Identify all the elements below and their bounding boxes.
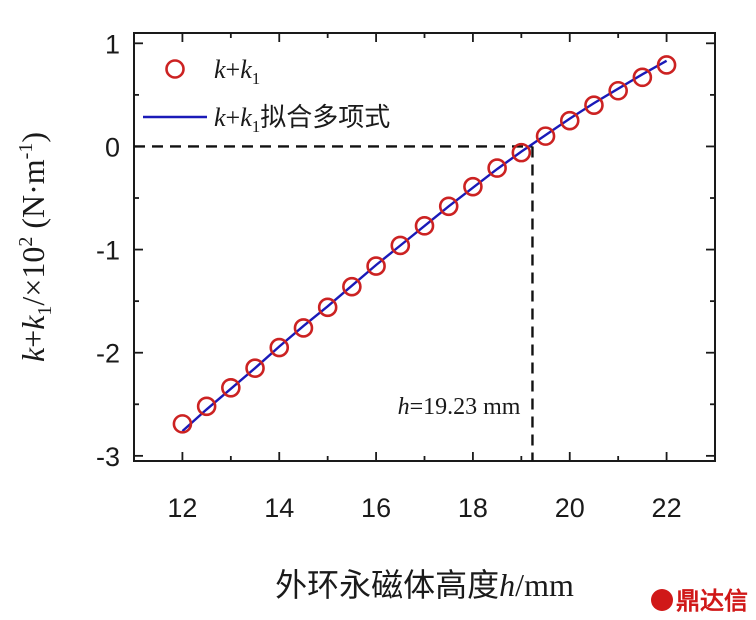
axis-labels: 外环永磁体高度h/mm k+k1/×102 (N·m-1) — [15, 132, 574, 603]
x-tick-label: 12 — [167, 493, 197, 523]
data-point — [559, 110, 580, 131]
data-point — [608, 80, 628, 101]
data-point — [366, 256, 386, 276]
data-point — [463, 176, 483, 197]
data-point — [511, 142, 532, 163]
x-tick-label: 22 — [652, 493, 682, 523]
data-point — [245, 358, 265, 378]
data-point — [390, 235, 411, 256]
x-tick-label: 20 — [555, 493, 585, 523]
data-point — [342, 276, 362, 297]
data-point — [196, 396, 217, 417]
data-point — [487, 158, 507, 178]
legend: k+k1 k+k1拟合多项式 — [143, 55, 390, 136]
crossing-annotation: h=19.23 mm — [398, 394, 521, 420]
y-axis-label: k+k1/×102 (N·m-1) — [15, 132, 56, 362]
x-tick-label: 14 — [264, 493, 294, 523]
data-point — [656, 55, 677, 75]
data-point — [535, 126, 556, 146]
x-axis-label: 外环永磁体高度h/mm — [275, 567, 574, 603]
data-point — [293, 318, 314, 338]
y-tick-label: -1 — [96, 236, 120, 266]
logo-icon — [651, 589, 673, 611]
data-point — [632, 67, 653, 88]
data-point — [269, 337, 290, 358]
x-tick-label: 16 — [361, 493, 391, 523]
data-point — [317, 297, 338, 318]
axis-ticks — [133, 33, 716, 461]
x-tick-label: 18 — [458, 493, 488, 523]
watermark-text: 鼎达信 — [676, 587, 748, 615]
reference-lines — [134, 145, 534, 461]
legend-marker-scatter — [165, 59, 185, 79]
watermark-logo: 鼎达信 — [651, 581, 748, 616]
y-tick-label: 0 — [105, 132, 120, 162]
data-point — [221, 377, 241, 398]
legend-label-scatter: k+k1 — [214, 55, 260, 88]
data-point — [584, 95, 604, 115]
data-point — [438, 196, 459, 217]
data-series — [172, 55, 677, 434]
tick-labels: 12 14 16 18 20 22 -3 -2 -1 0 1 — [96, 29, 682, 523]
y-tick-label: -3 — [96, 442, 120, 472]
y-tick-label: 1 — [105, 29, 120, 59]
legend-label-line: k+k1拟合多项式 — [214, 103, 390, 136]
y-tick-label: -2 — [96, 339, 120, 369]
data-point — [172, 414, 193, 434]
annotation: h=19.23 mm — [398, 394, 521, 420]
data-point — [414, 216, 435, 236]
